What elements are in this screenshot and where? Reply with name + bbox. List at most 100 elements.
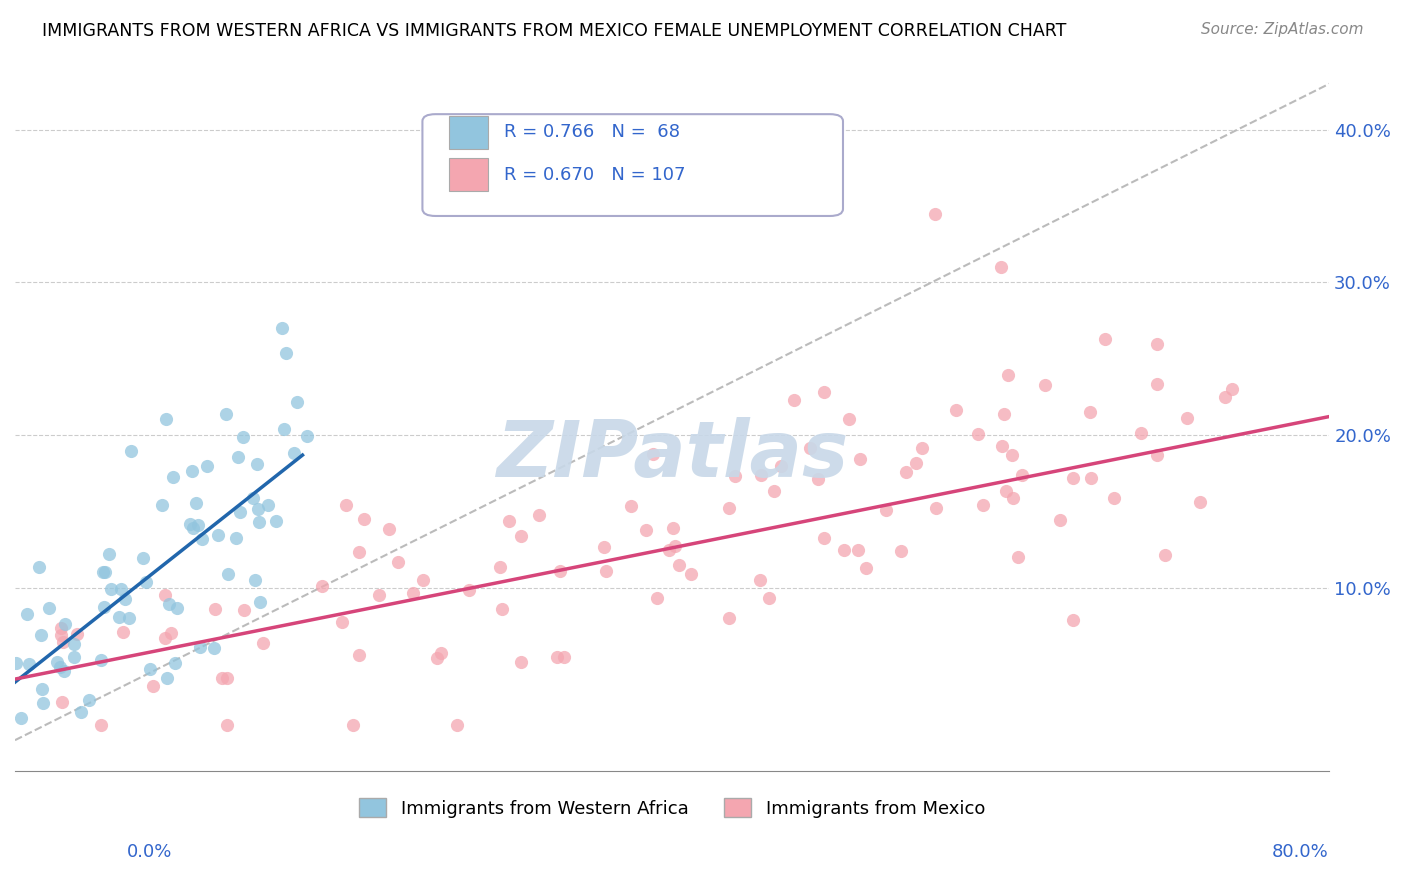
Point bbox=[1146, 377, 1168, 392]
Point bbox=[972, 498, 994, 512]
Point bbox=[207, 527, 229, 541]
Point bbox=[53, 617, 76, 632]
Point bbox=[46, 655, 69, 669]
Point bbox=[527, 508, 550, 522]
Point bbox=[335, 498, 357, 512]
Point bbox=[242, 491, 264, 505]
Point bbox=[991, 439, 1014, 453]
Point bbox=[257, 498, 280, 512]
Point bbox=[896, 465, 918, 479]
Point bbox=[202, 641, 225, 656]
Point bbox=[1146, 449, 1168, 463]
Point bbox=[217, 567, 239, 582]
Point bbox=[412, 573, 434, 587]
Point bbox=[749, 467, 772, 482]
Point bbox=[813, 384, 835, 399]
Point bbox=[368, 588, 391, 602]
Point bbox=[30, 628, 52, 642]
Point bbox=[662, 521, 685, 535]
Point bbox=[429, 647, 451, 661]
Point bbox=[1078, 405, 1101, 419]
Point bbox=[27, 560, 49, 574]
Point bbox=[132, 551, 155, 566]
Point bbox=[225, 531, 247, 545]
Point bbox=[1094, 332, 1116, 346]
Point bbox=[204, 602, 226, 616]
Point bbox=[271, 321, 294, 335]
Point bbox=[546, 650, 568, 665]
Point bbox=[634, 523, 657, 537]
Point bbox=[52, 664, 75, 678]
Point bbox=[63, 637, 86, 651]
Point bbox=[79, 693, 101, 707]
Point bbox=[66, 627, 89, 641]
Point bbox=[1062, 613, 1084, 627]
Point bbox=[49, 628, 72, 642]
Point bbox=[157, 597, 180, 611]
Point bbox=[1062, 470, 1084, 484]
FancyBboxPatch shape bbox=[422, 114, 844, 216]
Point bbox=[855, 560, 877, 574]
Point bbox=[510, 655, 533, 669]
Point bbox=[110, 582, 132, 596]
Point bbox=[748, 573, 770, 587]
Point bbox=[718, 611, 741, 625]
Point bbox=[387, 555, 409, 569]
Point bbox=[718, 500, 741, 515]
Text: ZIPatlas: ZIPatlas bbox=[496, 417, 848, 492]
Point bbox=[111, 625, 134, 640]
Point bbox=[1001, 491, 1024, 506]
Point bbox=[120, 444, 142, 458]
Point bbox=[592, 540, 614, 554]
Point bbox=[295, 428, 318, 442]
Point bbox=[285, 395, 308, 409]
Point bbox=[215, 718, 238, 732]
Point bbox=[890, 544, 912, 558]
Point bbox=[31, 681, 53, 696]
Point bbox=[10, 711, 32, 725]
Point bbox=[179, 517, 201, 532]
Point bbox=[49, 621, 72, 635]
Point bbox=[664, 539, 686, 553]
Point bbox=[342, 718, 364, 732]
Point bbox=[658, 543, 681, 558]
Point bbox=[553, 649, 575, 664]
Point bbox=[252, 636, 274, 650]
Point bbox=[159, 626, 181, 640]
Point bbox=[181, 520, 204, 534]
Point bbox=[620, 499, 643, 513]
Point bbox=[211, 671, 233, 685]
Point bbox=[1001, 448, 1024, 462]
Point bbox=[491, 601, 513, 615]
Text: 80.0%: 80.0% bbox=[1272, 843, 1329, 861]
Point bbox=[266, 515, 288, 529]
Point bbox=[114, 591, 136, 606]
Point bbox=[770, 459, 793, 474]
Point bbox=[162, 470, 184, 484]
Point bbox=[966, 427, 988, 442]
Point bbox=[153, 632, 176, 646]
Point bbox=[1007, 549, 1029, 564]
FancyBboxPatch shape bbox=[449, 116, 488, 149]
Point bbox=[38, 600, 60, 615]
Point bbox=[641, 447, 664, 461]
Point bbox=[195, 458, 218, 473]
Point bbox=[135, 574, 157, 589]
Point bbox=[647, 591, 669, 605]
Point bbox=[799, 441, 821, 455]
Point bbox=[1102, 491, 1125, 505]
Point bbox=[498, 514, 520, 528]
Point bbox=[31, 696, 53, 710]
Point bbox=[990, 260, 1012, 274]
Point bbox=[226, 450, 249, 464]
Point bbox=[273, 422, 295, 436]
Point bbox=[832, 543, 855, 558]
Point bbox=[1146, 337, 1168, 351]
Point bbox=[945, 402, 967, 417]
Point bbox=[875, 503, 897, 517]
Point bbox=[1049, 513, 1071, 527]
Point bbox=[156, 671, 179, 685]
Text: IMMIGRANTS FROM WESTERN AFRICA VS IMMIGRANTS FROM MEXICO FEMALE UNEMPLOYMENT COR: IMMIGRANTS FROM WESTERN AFRICA VS IMMIGR… bbox=[42, 22, 1067, 40]
Point bbox=[993, 407, 1015, 421]
Point bbox=[1154, 548, 1177, 562]
